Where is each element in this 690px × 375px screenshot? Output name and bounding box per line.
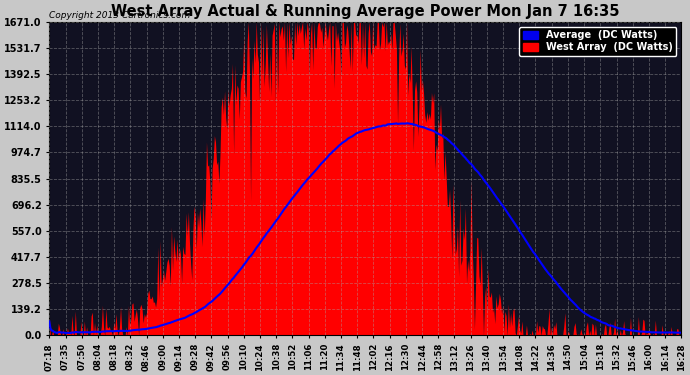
Title: West Array Actual & Running Average Power Mon Jan 7 16:35: West Array Actual & Running Average Powe… (111, 4, 620, 19)
Text: Copyright 2013 Cartronics.com: Copyright 2013 Cartronics.com (49, 11, 190, 20)
Legend: Average  (DC Watts), West Array  (DC Watts): Average (DC Watts), West Array (DC Watts… (520, 27, 676, 56)
